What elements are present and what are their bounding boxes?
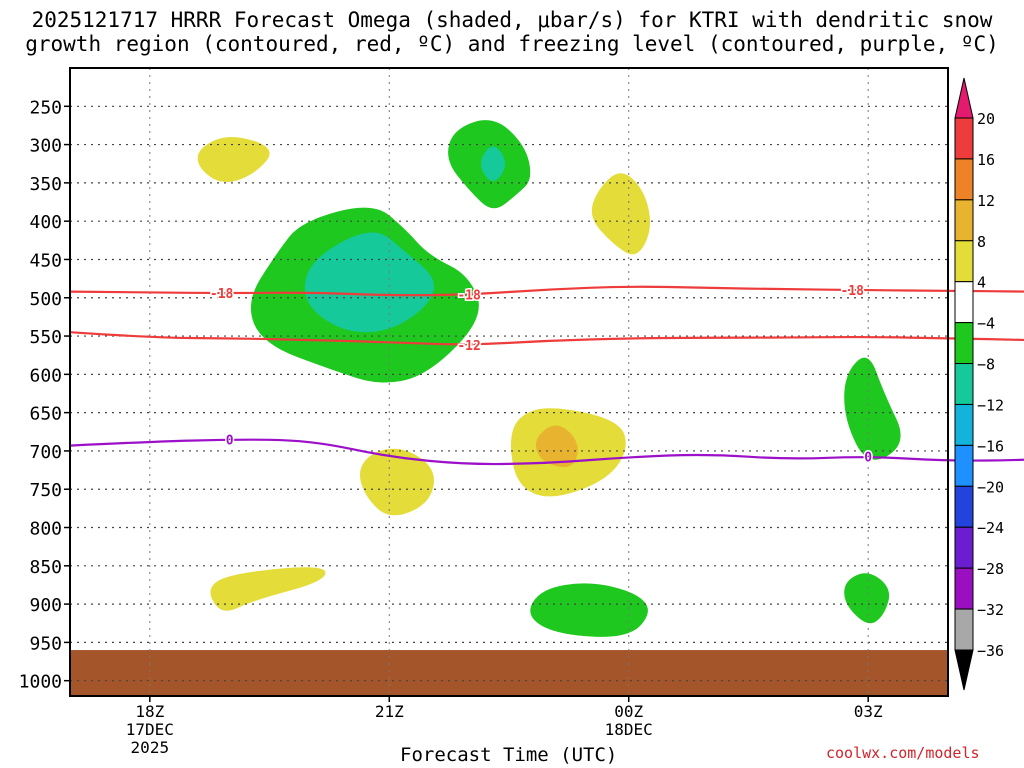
y-tick-label-550: 550 [29, 327, 62, 348]
x-tick-label-00Z: 00Z [614, 702, 643, 721]
chart-title-line-1: 2025121717 HRRR Forecast Omega (shaded, … [31, 8, 993, 32]
colorbar-label-12: −28 [977, 560, 1004, 578]
colorbar-under-triangle [954, 649, 974, 691]
colorbar-swatch-11 [954, 526, 974, 569]
chart-title-line-2: growth region (contoured, red, ºC) and f… [25, 32, 999, 56]
credit-text[interactable]: coolwx.com/models [826, 744, 980, 762]
contour--12 [69, 331, 1024, 346]
contour-label--18-2: -18 [457, 289, 481, 304]
y-tick-label-1000: 1000 [19, 672, 62, 693]
y-tick-label-250: 250 [29, 97, 62, 118]
colorbar-label-14: −36 [977, 642, 1004, 660]
y-tick-label-800: 800 [29, 519, 62, 540]
x-tick-date-00Z: 18DEC [605, 720, 653, 739]
colorbar-label-2: 16 [977, 151, 995, 169]
omega-region-6 [591, 173, 651, 255]
y-tick-label-950: 950 [29, 633, 62, 654]
x-tick-label-21Z: 21Z [375, 702, 404, 721]
colorbar-swatch-2 [954, 158, 974, 201]
colorbar-label-5: 4 [977, 274, 986, 292]
colorbar-label-3: 12 [977, 192, 995, 210]
y-tick-label-400: 400 [29, 212, 62, 233]
y-tick-label-750: 750 [29, 480, 62, 501]
colorbar-swatch-13 [954, 608, 974, 651]
contour--18 [69, 285, 1024, 297]
colorbar-label-6: −4 [977, 315, 995, 333]
omega-region-3 [304, 232, 434, 333]
contour-label-0-2: 0 [864, 450, 872, 465]
contour-label-0-1: 0 [226, 433, 234, 448]
omega-region-7 [359, 448, 434, 516]
colorbar-swatch-7 [954, 363, 974, 405]
colorbar-label-9: −16 [977, 437, 1004, 455]
colorbar-label-1: 20 [977, 110, 995, 128]
omega-region-1 [197, 136, 270, 183]
x-tick-year-18Z: 2025 [131, 738, 170, 757]
colorbar-swatch-6 [954, 322, 974, 365]
colorbar-swatch-3 [954, 199, 974, 242]
colorbar-label-4: 8 [977, 233, 986, 251]
plot-frame [69, 67, 949, 697]
colorbar-swatch-8 [954, 403, 974, 446]
y-tick-label-850: 850 [29, 557, 62, 578]
x-axis-label: Forecast Time (UTC) [400, 744, 618, 766]
colorbar-swatch-12 [954, 567, 974, 610]
x-tick-label-18Z: 18Z [135, 702, 164, 721]
x-tick-label-03Z: 03Z [854, 702, 883, 721]
y-tick-label-650: 650 [29, 404, 62, 425]
colorbar-swatch-5 [954, 281, 974, 324]
omega-region-11 [844, 573, 890, 624]
y-tick-label-450: 450 [29, 250, 62, 271]
omega-region-12 [530, 583, 648, 637]
colorbar-label-7: −8 [977, 356, 995, 374]
y-tick-label-700: 700 [29, 442, 62, 463]
y-tick-label-600: 600 [29, 365, 62, 386]
colorbar-label-10: −20 [977, 478, 1004, 496]
contour-label--18-1: -18 [210, 287, 234, 302]
contour-label--12-1: -12 [457, 339, 480, 354]
colorbar-swatch-9 [954, 444, 974, 487]
y-tick-label-350: 350 [29, 174, 62, 195]
colorbar-swatch-10 [954, 485, 974, 528]
colorbar-swatch-1 [954, 117, 974, 160]
colorbar-label-8: −12 [977, 396, 1004, 414]
contour-label--18-3: -18 [840, 284, 864, 299]
colorbar-over-triangle [954, 77, 974, 119]
omega-region-10 [844, 357, 901, 460]
colorbar-label-11: −24 [977, 519, 1004, 537]
y-tick-label-900: 900 [29, 595, 62, 616]
omega-region-9 [535, 425, 578, 468]
x-tick-date-18Z: 17DEC [126, 720, 174, 739]
omega-region-5 [481, 146, 505, 181]
omega-region-13 [210, 567, 326, 611]
contour-0 [69, 438, 1024, 466]
colorbar-label-13: −32 [977, 601, 1004, 619]
colorbar-swatch-4 [954, 240, 974, 283]
surface-ground [70, 650, 948, 696]
y-tick-label-500: 500 [29, 289, 62, 310]
y-tick-label-300: 300 [29, 136, 62, 157]
